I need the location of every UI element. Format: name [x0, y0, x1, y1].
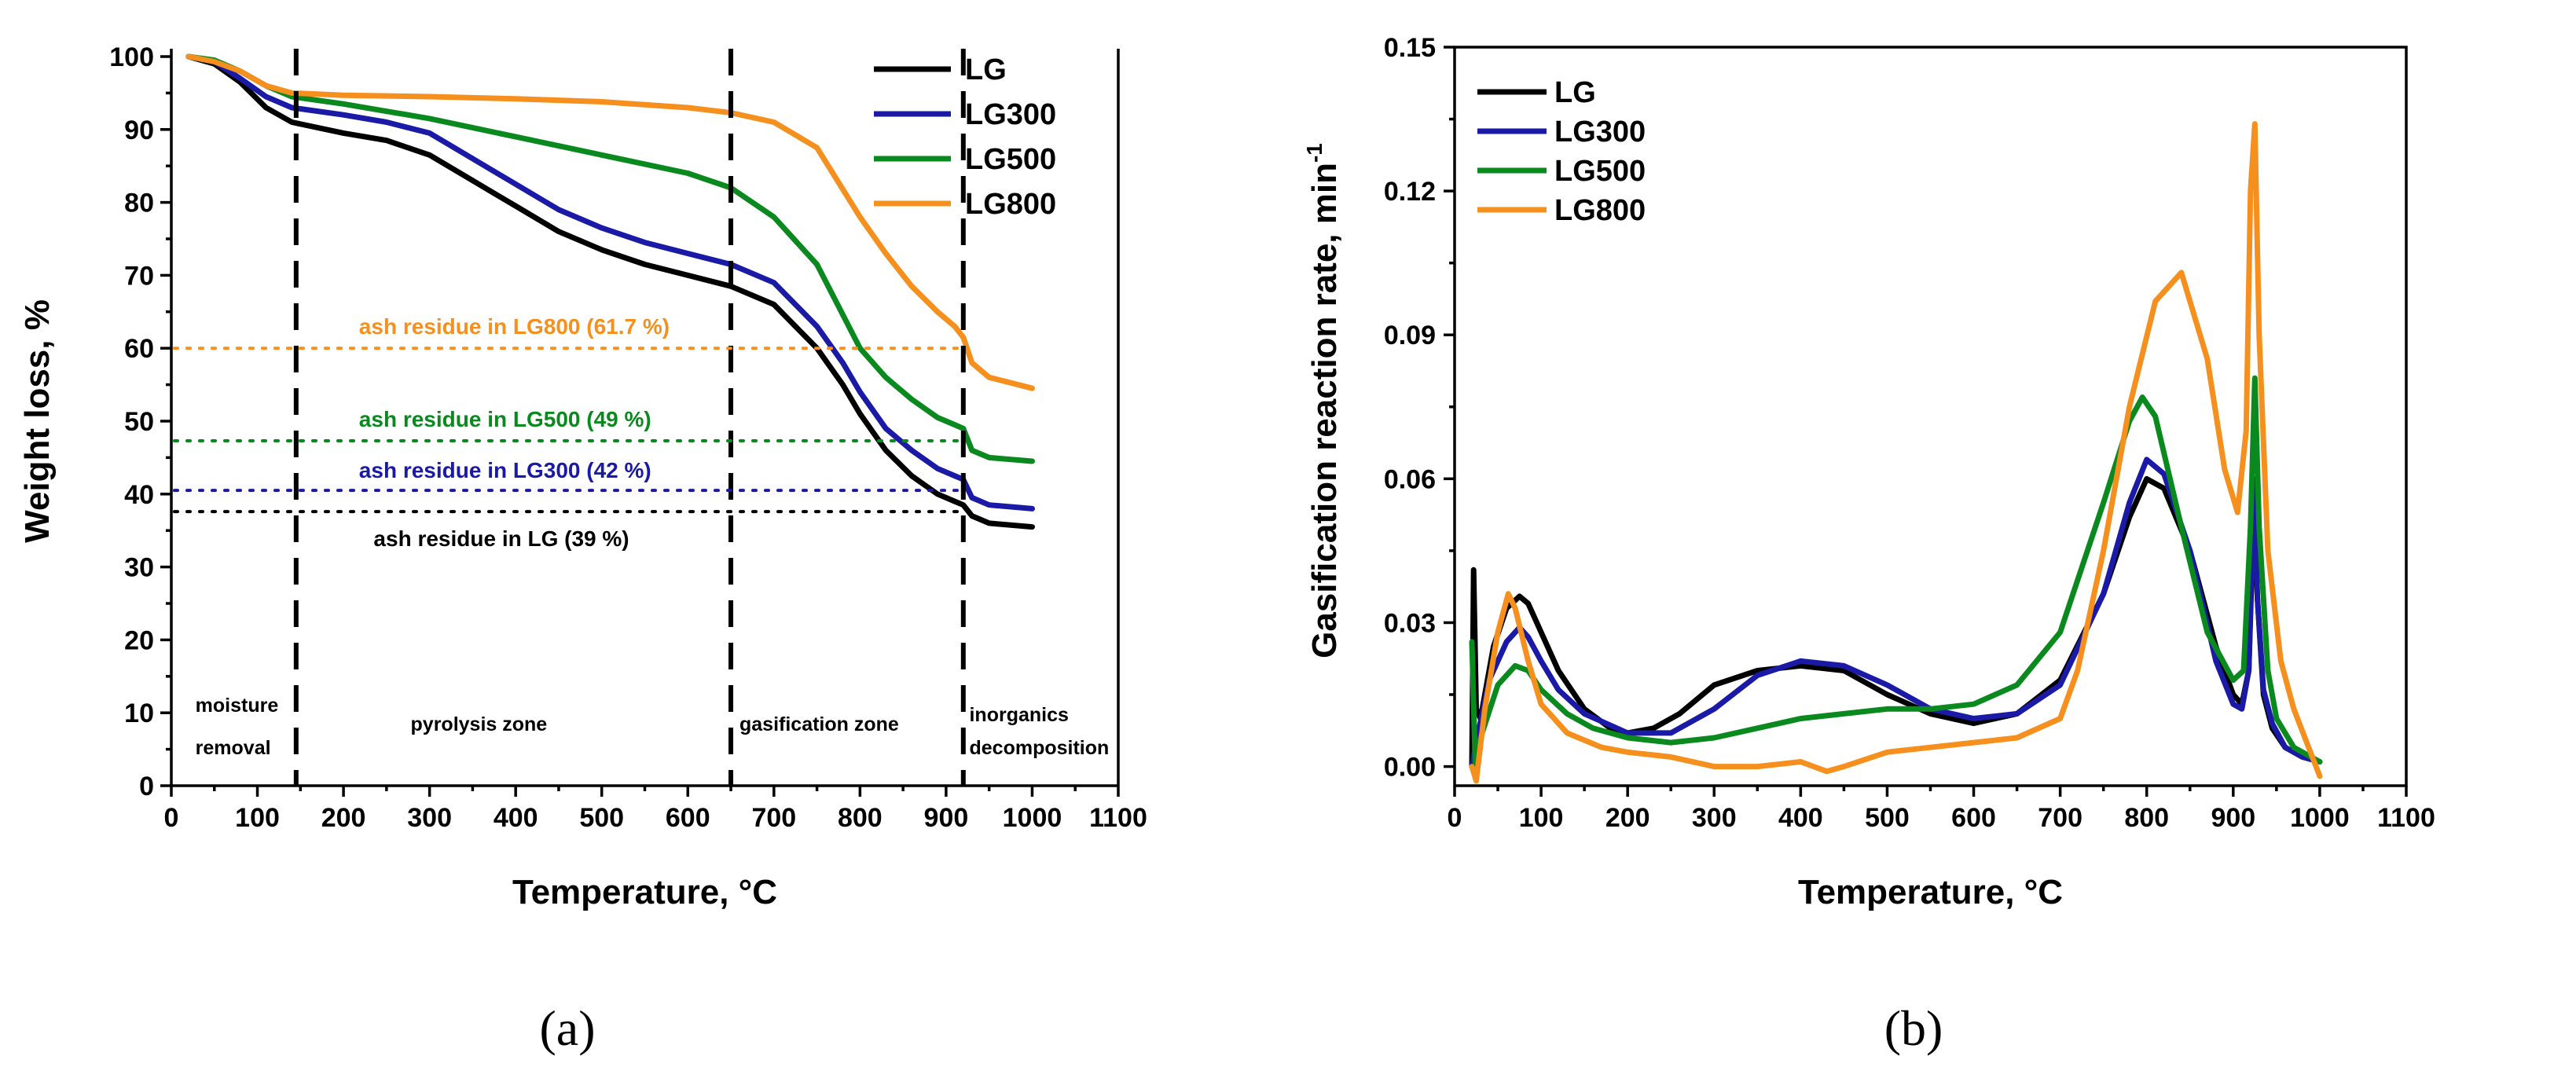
series-line-lg — [185, 53, 1035, 530]
ash-residue-label: ash residue in LG500 (49 %) — [359, 407, 651, 431]
y-axis-title: Gasification reaction rate, min-1 — [1302, 143, 1344, 658]
zone-lines-group: moisture removal pyrolysis zone gasificatio… — [196, 49, 1109, 786]
legend: LG LG300 LG500 LG800 — [874, 53, 1056, 221]
chart-b: 0.00 0.03 0.06 0.09 0.12 0.15 0 100 200 300 400 500… — [1302, 33, 2435, 911]
series-line-lg300 — [185, 53, 1035, 512]
x-tick-label: 800 — [2124, 803, 2169, 833]
legend-label: LG — [965, 53, 1007, 86]
y-tick-label: 0 — [139, 772, 154, 801]
x-tick-label: 100 — [235, 803, 280, 833]
y-tick-label: 0.03 — [1384, 608, 1436, 638]
series-line-lg — [1469, 475, 2323, 770]
y-tick-label: 0.09 — [1384, 321, 1436, 350]
x-tick-label: 700 — [2038, 803, 2082, 833]
x-tick-label: 500 — [1865, 803, 1910, 833]
y-axis-title-superscript: -1 — [1302, 143, 1327, 163]
y-tick-label: 0.00 — [1384, 753, 1436, 783]
x-tick-label: 600 — [1951, 803, 1996, 833]
series-line-lg800 — [1469, 121, 2323, 784]
y-tick-label: 100 — [109, 42, 154, 72]
x-tick-label: 200 — [321, 803, 366, 833]
legend-label: LG — [1554, 76, 1596, 109]
x-tick-label: 400 — [494, 803, 538, 833]
x-tick-label: 200 — [1605, 803, 1650, 833]
x-tick-label: 100 — [1519, 803, 1564, 833]
x-tick-label: 1000 — [2290, 803, 2350, 833]
x-tick-label: 0 — [164, 803, 179, 833]
x-tick-label: 900 — [2211, 803, 2255, 833]
axes: 0.00 0.03 0.06 0.09 0.12 0.15 0 100 200 300 400 500… — [1384, 33, 2435, 833]
series-line-lg300 — [1469, 456, 2323, 770]
x-tick-label: 0 — [1448, 803, 1462, 833]
x-tick-label: 800 — [838, 803, 883, 833]
x-axis-title: Temperature, °C — [1798, 873, 2063, 911]
x-tick-label: 900 — [924, 803, 969, 833]
panel-label-b: (b) — [1884, 1000, 1943, 1056]
series-line-lg800 — [185, 53, 1035, 391]
zone-label: decomposition — [969, 737, 1109, 759]
zone-label: moisture — [196, 695, 279, 717]
y-axis-title: Weight loss, % — [18, 299, 57, 543]
x-tick-label: 400 — [1778, 803, 1823, 833]
y-axis-title-main: Gasification reaction rate, min — [1305, 163, 1344, 658]
y-tick-label: 90 — [124, 116, 154, 145]
x-tick-label: 1100 — [1089, 803, 1147, 833]
reference-lines-group: ash residue in LG800 (61.7 %) ash residue… — [173, 314, 965, 551]
x-tick-label: 1000 — [1003, 803, 1062, 833]
y-tick-label: 60 — [124, 334, 154, 364]
legend-label: LG800 — [965, 188, 1056, 221]
y-tick-label: 40 — [124, 480, 154, 510]
y-tick-label: 20 — [124, 625, 154, 655]
panel-label-a: (a) — [539, 1000, 595, 1056]
x-axis-title: Temperature, °C — [512, 873, 777, 911]
legend-label: LG500 — [1554, 155, 1646, 188]
x-tick-label: 700 — [751, 803, 796, 833]
legend-label: LG300 — [965, 98, 1056, 131]
y-tick-label: 30 — [124, 553, 154, 583]
x-tick-label: 300 — [1692, 803, 1737, 833]
chart-a: moisture removal pyrolysis zone gasificatio… — [18, 42, 1147, 911]
y-tick-label: 50 — [124, 407, 154, 437]
y-tick-label: 0.12 — [1384, 177, 1436, 207]
series-group — [185, 53, 1035, 530]
x-tick-label: 1100 — [2377, 803, 2435, 833]
zone-label: inorganics — [969, 704, 1068, 726]
legend-label: LG300 — [1554, 116, 1646, 148]
series-line-lg500 — [1469, 375, 2323, 770]
legend-label: LG800 — [1554, 194, 1646, 227]
zone-label: removal — [196, 737, 271, 759]
legend-label: LG500 — [965, 143, 1056, 176]
y-tick-label: 0.15 — [1384, 33, 1436, 63]
x-tick-label: 300 — [407, 803, 452, 833]
series-line-lg500 — [185, 53, 1035, 464]
y-tick-label: 70 — [124, 261, 154, 291]
ash-residue-label: ash residue in LG800 (61.7 %) — [359, 314, 670, 339]
legend: LG LG300 LG500 LG800 — [1477, 76, 1646, 227]
y-tick-label: 10 — [124, 698, 154, 728]
x-tick-label: 500 — [579, 803, 624, 833]
y-tick-label: 0.06 — [1384, 464, 1436, 494]
zone-label: gasification zone — [739, 713, 899, 735]
ash-residue-label: ash residue in LG300 (42 %) — [359, 458, 651, 482]
series-group — [1469, 121, 2323, 784]
zone-label: pyrolysis zone — [411, 713, 548, 735]
y-tick-label: 80 — [124, 189, 154, 218]
x-tick-label: 600 — [666, 803, 710, 833]
ash-residue-label: ash residue in LG (39 %) — [373, 526, 629, 551]
